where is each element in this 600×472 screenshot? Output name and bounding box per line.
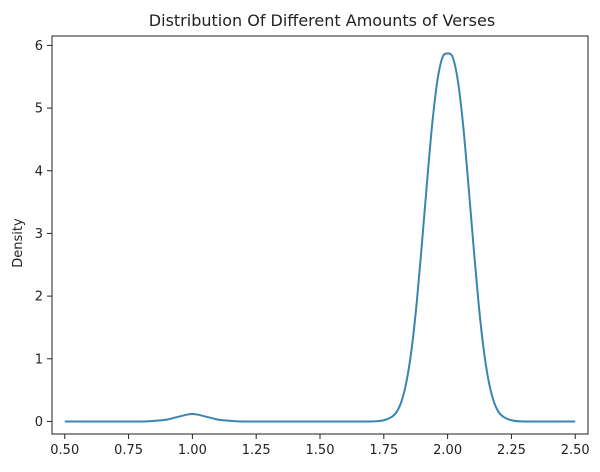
y-tick-label: 5 [35, 102, 43, 117]
y-axis: 0 1 2 3 4 5 6 [35, 39, 52, 430]
y-tick-label: 0 [35, 415, 43, 430]
x-tick-label: 1.50 [306, 443, 335, 458]
y-tick-label: 4 [35, 164, 43, 179]
plot-frame [51, 35, 589, 435]
y-axis-label: Density [11, 218, 26, 268]
plot-area [51, 35, 589, 435]
x-tick-label: 0.75 [114, 443, 143, 458]
density-line [64, 52, 576, 423]
x-tick-label: 2.25 [497, 443, 526, 458]
y-tick-label: 1 [35, 352, 43, 367]
series-group [64, 52, 576, 423]
x-tick-label: 2.00 [433, 443, 462, 458]
y-tick-label: 3 [35, 227, 43, 242]
chart-title: Distribution Of Different Amounts of Ver… [149, 11, 495, 30]
y-tick-label: 6 [35, 39, 43, 54]
x-axis: 0.50 0.75 1.00 1.25 1.50 1.75 2.00 2.25 2.50 [50, 434, 590, 458]
x-tick-label: 2.50 [561, 443, 590, 458]
x-tick-label: 1.25 [242, 443, 271, 458]
y-tick-label: 2 [35, 290, 43, 305]
x-tick-label: 0.50 [50, 443, 79, 458]
x-tick-label: 1.00 [178, 443, 207, 458]
x-tick-label: 1.75 [369, 443, 398, 458]
